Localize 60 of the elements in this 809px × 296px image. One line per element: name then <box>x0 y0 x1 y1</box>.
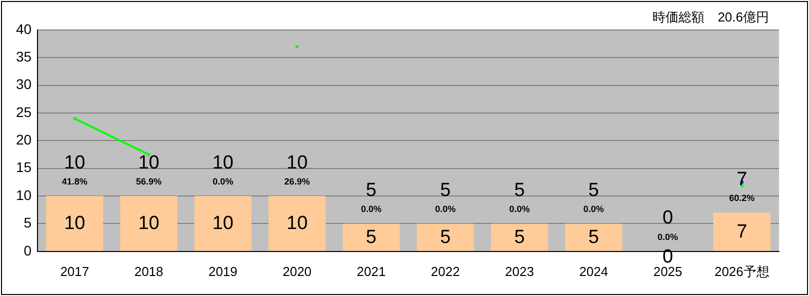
y-tick-label: 40 <box>16 20 32 37</box>
annotation: 0.0% <box>658 232 678 242</box>
y-tick-label: 20 <box>16 132 32 148</box>
annotation: 0.0% <box>583 204 604 214</box>
annotation: 0.0% <box>212 176 234 187</box>
x-tick-label: 2024 <box>579 264 608 279</box>
annotation: 26.9% <box>284 176 310 187</box>
x-tick-label: 2022 <box>430 264 460 279</box>
data-label: 10 <box>64 212 86 234</box>
bar <box>46 196 104 251</box>
y-tick-label: 30 <box>16 76 32 92</box>
data-label: 5 <box>514 226 525 248</box>
x-tick-label: 2023 <box>505 264 534 279</box>
annotation: 41.8% <box>62 176 88 187</box>
bar <box>416 224 474 251</box>
bar <box>268 196 326 251</box>
x-tick-label: 2020 <box>282 264 312 279</box>
data-label: 5 <box>366 226 377 248</box>
point <box>73 117 76 120</box>
x-tick-label: 2021 <box>356 264 386 279</box>
data-label: 10 <box>138 212 160 234</box>
annotation: 0 <box>662 208 674 229</box>
x-tick-label: 2019 <box>208 264 238 279</box>
annotation: 5 <box>440 180 451 201</box>
y-tick-label: 5 <box>24 214 32 231</box>
y-tick-label: 25 <box>16 104 32 120</box>
y-tick-label: 0 <box>24 242 32 258</box>
bar <box>342 224 400 251</box>
annotation: 5 <box>514 180 525 201</box>
annotation: 5 <box>366 180 377 201</box>
annotation: 56.9% <box>136 176 162 187</box>
bar <box>565 224 622 251</box>
bar <box>490 224 548 251</box>
y-tick-label: 10 <box>16 186 32 203</box>
bar <box>120 196 178 251</box>
bar <box>194 196 252 251</box>
x-tick-label: 2026予想 <box>714 264 770 279</box>
annotation: 0.0% <box>360 204 382 214</box>
annotation: 10 <box>64 152 86 174</box>
y-tick-label: 35 <box>16 48 32 65</box>
annotation: 0.0% <box>435 204 456 214</box>
data-label: 7 <box>736 221 748 242</box>
annotation: 0.0% <box>509 204 530 214</box>
annotation: 10 <box>138 152 160 174</box>
point <box>296 45 298 48</box>
annotation: 10 <box>212 152 234 174</box>
x-tick-label: 2017 <box>60 264 90 279</box>
data-label: 5 <box>440 226 451 248</box>
annotation: 7 <box>736 168 748 190</box>
annotation: 5 <box>588 180 599 201</box>
annotation: 60.2% <box>729 193 755 204</box>
x-tick-label: 2018 <box>134 264 164 279</box>
data-label: 10 <box>212 212 234 234</box>
text: 時価総額 20.6億円 <box>652 10 769 25</box>
annotation: 10 <box>286 152 308 174</box>
x-tick-label: 2025 <box>653 264 682 279</box>
y-tick-label: 15 <box>16 159 32 176</box>
data-label: 5 <box>588 226 599 248</box>
data-label: 10 <box>286 212 308 234</box>
bar <box>713 212 770 251</box>
